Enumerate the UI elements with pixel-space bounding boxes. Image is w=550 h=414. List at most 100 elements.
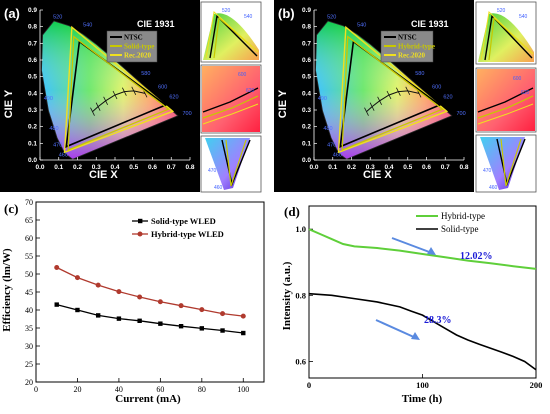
b-y-tick-label: 0.8 bbox=[302, 24, 311, 31]
a-wavelength-label: 540 bbox=[83, 23, 92, 29]
panel-c-y-tick-label: 60 bbox=[25, 234, 33, 243]
panel-c-ylabel: Efficiency (lm/W) bbox=[1, 248, 13, 332]
a-y-tick-label: 0.2 bbox=[28, 124, 37, 131]
b-wavelength-label: 540 bbox=[357, 23, 366, 29]
panel-c-point-0 bbox=[199, 326, 205, 331]
panel-c-y-tick-label: 65 bbox=[25, 216, 33, 225]
a-x-tick-label: 0.0 bbox=[35, 164, 44, 171]
panel-b-label: (b) bbox=[278, 6, 295, 21]
a-wavelength-label: 580 bbox=[141, 71, 150, 77]
panel-c-point-0 bbox=[158, 321, 163, 326]
b-wavelength-label: 470 bbox=[327, 143, 336, 149]
panel-c-plot-frame bbox=[35, 201, 265, 383]
panel-c-y-tick-label: 70 bbox=[25, 198, 33, 207]
b-x-tick-label: 0.2 bbox=[347, 164, 356, 171]
svg-text:540: 540 bbox=[519, 14, 528, 20]
panel-a-zoom-blue: 470 460 bbox=[200, 135, 262, 193]
panel-b-legend: NTSC Hybrid-type Rec.2020 bbox=[380, 30, 435, 63]
svg-text:460: 460 bbox=[214, 185, 223, 191]
panel-c-xlabel: Current (mA) bbox=[115, 393, 181, 405]
svg-text:470: 470 bbox=[483, 168, 492, 174]
panel-d: (d) 0.6 0.8 1.0 0 100 200 Hybrid-type Solid-typ… bbox=[281, 204, 542, 405]
panel-c-point-0 bbox=[54, 302, 59, 307]
svg-text:600: 600 bbox=[238, 72, 247, 78]
panel-c-y-tick-label: 40 bbox=[25, 306, 33, 315]
svg-text:620: 620 bbox=[246, 88, 255, 94]
panel-c-x-tick-label: 20 bbox=[73, 385, 81, 394]
b-x-tick-label: 0.6 bbox=[422, 164, 431, 171]
panel-d-xlabel: Time (h) bbox=[402, 393, 443, 405]
panel-d-arrow-1 bbox=[375, 319, 417, 339]
svg-text:520: 520 bbox=[497, 8, 506, 14]
a-y-tick-label: 0.7 bbox=[28, 40, 37, 47]
a-y-tick-label: 0.6 bbox=[28, 57, 37, 64]
panel-d-x-tick-label: 100 bbox=[416, 380, 429, 390]
svg-text:620: 620 bbox=[521, 90, 530, 96]
a-x-tick-label: 0.8 bbox=[185, 164, 194, 171]
a-planckian-tick bbox=[112, 90, 118, 100]
a-gamut-rec2020 bbox=[63, 25, 175, 154]
b-y-tick-label: 0.4 bbox=[302, 90, 311, 97]
a-y-tick-label: 0.8 bbox=[28, 24, 37, 31]
panel-c-y-tick-label: 45 bbox=[25, 288, 33, 297]
panel-c-series-line-0 bbox=[56, 303, 244, 334]
panel-c-series-line-1 bbox=[56, 266, 244, 317]
svg-text:470: 470 bbox=[208, 168, 217, 174]
b-x-tick-label: 0.0 bbox=[309, 164, 318, 171]
a-wavelength-label: 700 bbox=[183, 111, 192, 117]
b-planckian-tick bbox=[396, 87, 401, 96]
panel-a-zoom-red: 600 620 bbox=[200, 64, 262, 134]
panel-c-legend-marker-1 bbox=[137, 231, 143, 237]
panel-b-zoom-green: 520 540 bbox=[475, 1, 537, 65]
panel-b-zoom-red: 600 620 bbox=[475, 67, 537, 133]
panel-c-point-1 bbox=[157, 299, 163, 305]
panel-b-zoom-blue: 470 460 bbox=[475, 134, 537, 193]
a-y-tick-label: 0.1 bbox=[28, 140, 37, 147]
a-planckian-tick bbox=[103, 96, 108, 106]
b-x-tick-label: 0.7 bbox=[441, 164, 450, 171]
panel-d-y-tick-label: 1.0 bbox=[295, 224, 306, 234]
panel-a-legend-item-2: Rec.2020 bbox=[124, 52, 152, 60]
panel-d-chart: 0.6 0.8 1.0 0 100 200 Hybrid-type Solid-type 12.… bbox=[295, 205, 543, 390]
b-wavelength-label: 460 bbox=[333, 153, 342, 159]
panel-a: 5205405605806006207004904804704600.00.10… bbox=[0, 0, 262, 193]
a-y-tick-label: 0.5 bbox=[28, 74, 37, 81]
b-y-tick-label: 0.3 bbox=[302, 107, 311, 114]
panel-d-series-line-0 bbox=[308, 228, 537, 270]
b-gamut-rec2020 bbox=[337, 25, 449, 154]
panel-c-x-tick-label: 40 bbox=[115, 385, 123, 394]
b-spectral-locus-shade bbox=[315, 21, 452, 160]
panel-c-point-1 bbox=[116, 289, 122, 295]
panel-d-x-tick-label: 200 bbox=[530, 380, 543, 390]
panel-c-point-1 bbox=[240, 313, 246, 319]
panel-c-legend-marker-0 bbox=[138, 218, 143, 224]
panel-c-label: (c) bbox=[4, 201, 18, 216]
b-wavelength-label: 620 bbox=[443, 94, 452, 100]
b-x-tick-label: 0.8 bbox=[459, 164, 468, 171]
panel-c-point-1 bbox=[220, 311, 226, 317]
panel-c-y-tick-label: 20 bbox=[25, 378, 33, 387]
panel-c-y-tick-label: 50 bbox=[25, 270, 33, 279]
panel-a-title: CIE 1931 bbox=[137, 19, 175, 29]
b-planckian-tick bbox=[405, 86, 411, 96]
b-x-tick-label: 0.5 bbox=[403, 164, 412, 171]
b-wavelength-label: 700 bbox=[457, 111, 466, 117]
a-x-tick-label: 0.3 bbox=[92, 164, 101, 171]
panel-c-point-0 bbox=[116, 316, 122, 321]
a-wavelength-label: 480 bbox=[49, 126, 58, 132]
a-x-tick-label: 0.7 bbox=[167, 164, 176, 171]
a-y-tick-label: 0.4 bbox=[28, 90, 37, 97]
b-planckian-tick bbox=[369, 102, 375, 111]
svg-text:540: 540 bbox=[244, 14, 253, 20]
b-planckian-tick bbox=[364, 107, 369, 116]
panel-c-point-0 bbox=[178, 324, 184, 329]
panel-c-point-1 bbox=[54, 265, 60, 271]
panel-d-arrowhead-0 bbox=[427, 247, 436, 255]
panel-a-cie-plot: 5205405605806006207004904804704600.00.10… bbox=[28, 7, 195, 171]
b-y-tick-label: 0.2 bbox=[302, 124, 311, 131]
a-x-tick-label: 0.2 bbox=[73, 164, 82, 171]
panel-d-ylabel: Intensity (a.u.) bbox=[281, 261, 293, 330]
panel-d-annotation-0: 12.02% bbox=[460, 251, 493, 262]
panel-c-point-1 bbox=[74, 275, 80, 281]
